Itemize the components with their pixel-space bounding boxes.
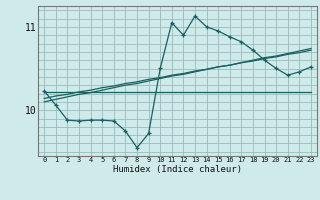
X-axis label: Humidex (Indice chaleur): Humidex (Indice chaleur) (113, 165, 242, 174)
